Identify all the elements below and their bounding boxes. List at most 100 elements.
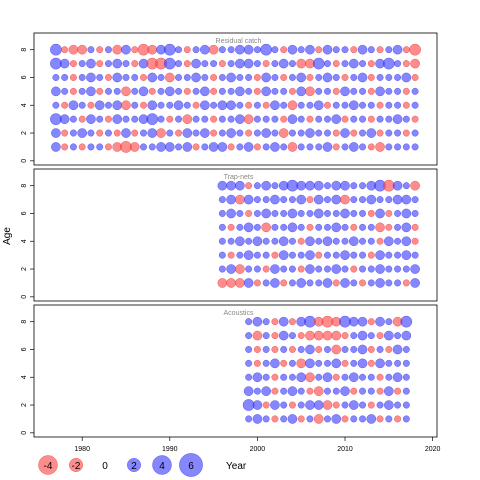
bubble xyxy=(350,415,358,423)
bubble xyxy=(375,264,385,274)
bubble xyxy=(96,87,104,95)
bubble xyxy=(366,414,377,424)
bubble xyxy=(192,115,200,123)
bubble xyxy=(262,415,270,423)
bubble xyxy=(359,415,366,423)
bubble xyxy=(210,60,218,68)
bubble xyxy=(245,101,253,109)
bubble xyxy=(245,237,253,245)
bubble xyxy=(105,115,112,123)
bubble xyxy=(350,279,358,287)
bubble xyxy=(315,46,323,54)
bubble xyxy=(315,223,323,231)
bubble xyxy=(183,74,191,81)
bubble xyxy=(348,400,359,410)
bubble xyxy=(280,265,288,273)
bubble xyxy=(359,196,366,204)
bubble xyxy=(140,143,147,151)
bubble xyxy=(218,251,226,259)
bubble xyxy=(341,143,349,151)
bubble xyxy=(296,58,307,69)
bubble xyxy=(278,58,289,69)
bubble xyxy=(385,129,393,137)
bubble xyxy=(305,86,315,97)
bubble xyxy=(315,251,323,259)
bubble xyxy=(121,100,131,111)
bubble xyxy=(385,196,393,204)
bubble xyxy=(112,72,123,83)
bubble xyxy=(147,100,158,111)
bubble xyxy=(271,74,279,81)
bubble xyxy=(68,100,79,111)
bubble xyxy=(297,265,305,273)
bubble xyxy=(382,57,395,70)
bubble xyxy=(376,115,384,123)
bubble xyxy=(131,60,139,68)
bubble xyxy=(288,346,296,353)
bubble xyxy=(394,74,402,81)
bubble xyxy=(324,196,331,204)
bubble xyxy=(340,278,350,288)
bubble xyxy=(227,87,235,95)
bubble xyxy=(217,142,228,152)
bubble xyxy=(394,87,402,95)
bubble xyxy=(226,278,236,288)
bubble xyxy=(392,372,403,383)
bubble xyxy=(262,373,270,381)
bubble xyxy=(235,236,245,247)
bubble xyxy=(252,236,263,247)
bubble xyxy=(210,87,218,95)
bubble xyxy=(252,372,263,383)
bubble xyxy=(385,143,393,151)
bubble xyxy=(331,264,342,274)
bubble xyxy=(253,210,261,217)
bubble xyxy=(304,315,316,328)
legend-label: 0 xyxy=(102,461,108,472)
bubble xyxy=(69,143,77,151)
panel-frame xyxy=(33,304,438,438)
bubble xyxy=(280,74,288,81)
bubble xyxy=(305,372,315,383)
bubble xyxy=(200,86,210,97)
bubble xyxy=(96,115,104,123)
bubble xyxy=(306,415,314,423)
bubble xyxy=(394,143,402,151)
bubble xyxy=(296,180,307,191)
bubble xyxy=(86,114,96,124)
bubble xyxy=(183,87,191,95)
bubble xyxy=(376,332,384,340)
bubble xyxy=(402,129,410,137)
bubble xyxy=(69,74,77,81)
bubble xyxy=(261,222,271,233)
bubble xyxy=(208,44,219,55)
bubble xyxy=(262,115,270,123)
bubble xyxy=(175,143,183,151)
bubble xyxy=(140,74,147,81)
bubble xyxy=(235,180,245,191)
bubble xyxy=(341,223,349,231)
bubble xyxy=(315,359,323,367)
panel-title: Acoustics xyxy=(224,310,254,317)
bubble xyxy=(208,142,219,152)
bubble xyxy=(78,87,86,95)
bubble xyxy=(332,46,340,54)
bubble xyxy=(287,100,298,111)
bubble xyxy=(122,74,130,81)
bubble xyxy=(400,315,413,328)
bubble xyxy=(367,401,375,409)
bubble xyxy=(324,182,331,190)
y-tick-label: 2 xyxy=(21,267,28,271)
bubble xyxy=(357,44,368,55)
bubble xyxy=(297,46,305,54)
bubble xyxy=(262,346,270,353)
bubble xyxy=(78,115,86,123)
panel-frame xyxy=(33,168,438,302)
bubble xyxy=(51,128,61,138)
bubble xyxy=(376,237,384,245)
bubble xyxy=(253,279,261,287)
bubble xyxy=(280,196,288,204)
bubble xyxy=(322,372,333,383)
bubble xyxy=(402,415,410,423)
bubble xyxy=(236,251,244,259)
bubble xyxy=(312,57,325,70)
